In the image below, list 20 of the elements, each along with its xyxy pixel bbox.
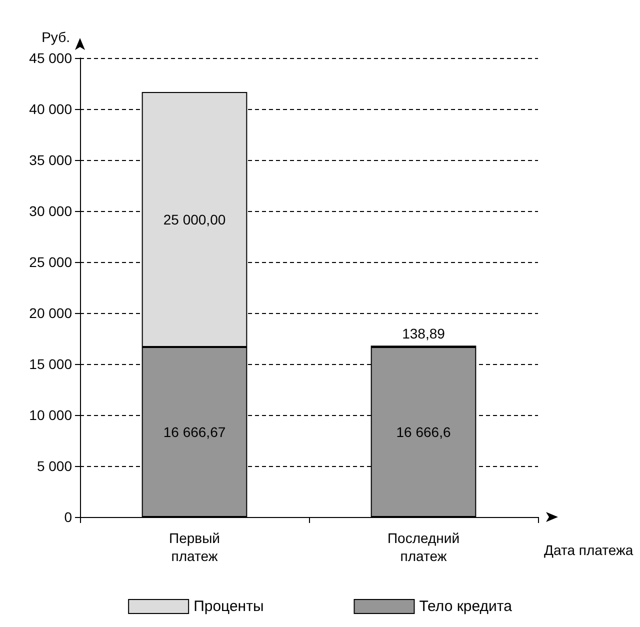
y-tick-label: 5 000 <box>36 458 72 474</box>
y-tick-label: 30 000 <box>29 203 72 219</box>
y-axis-title: Руб. <box>42 29 70 45</box>
data-label: 16 666,67 <box>163 424 226 440</box>
x-axis-title: Дата платежа <box>544 542 634 558</box>
y-tick-label: 25 000 <box>29 254 72 270</box>
y-tick-label: 20 000 <box>29 305 72 321</box>
x-tick-label: Последний платеж <box>387 530 460 564</box>
y-tick-label: 10 000 <box>29 407 72 423</box>
legend-label: Тело кредита <box>419 598 513 615</box>
data-label: 16 666,6 <box>396 424 451 440</box>
data-label: 138,89 <box>402 326 446 342</box>
y-tick-label: 35 000 <box>29 152 72 168</box>
y-tick-label: 40 000 <box>29 101 72 117</box>
x-tick-label: Первый платеж <box>169 530 220 564</box>
y-tick-label: 15 000 <box>29 356 72 372</box>
data-label: 25 000,00 <box>163 212 226 228</box>
legend-label: Проценты <box>194 598 264 615</box>
y-tick-label: 45 000 <box>29 50 72 66</box>
y-tick-label: 0 <box>64 509 72 525</box>
